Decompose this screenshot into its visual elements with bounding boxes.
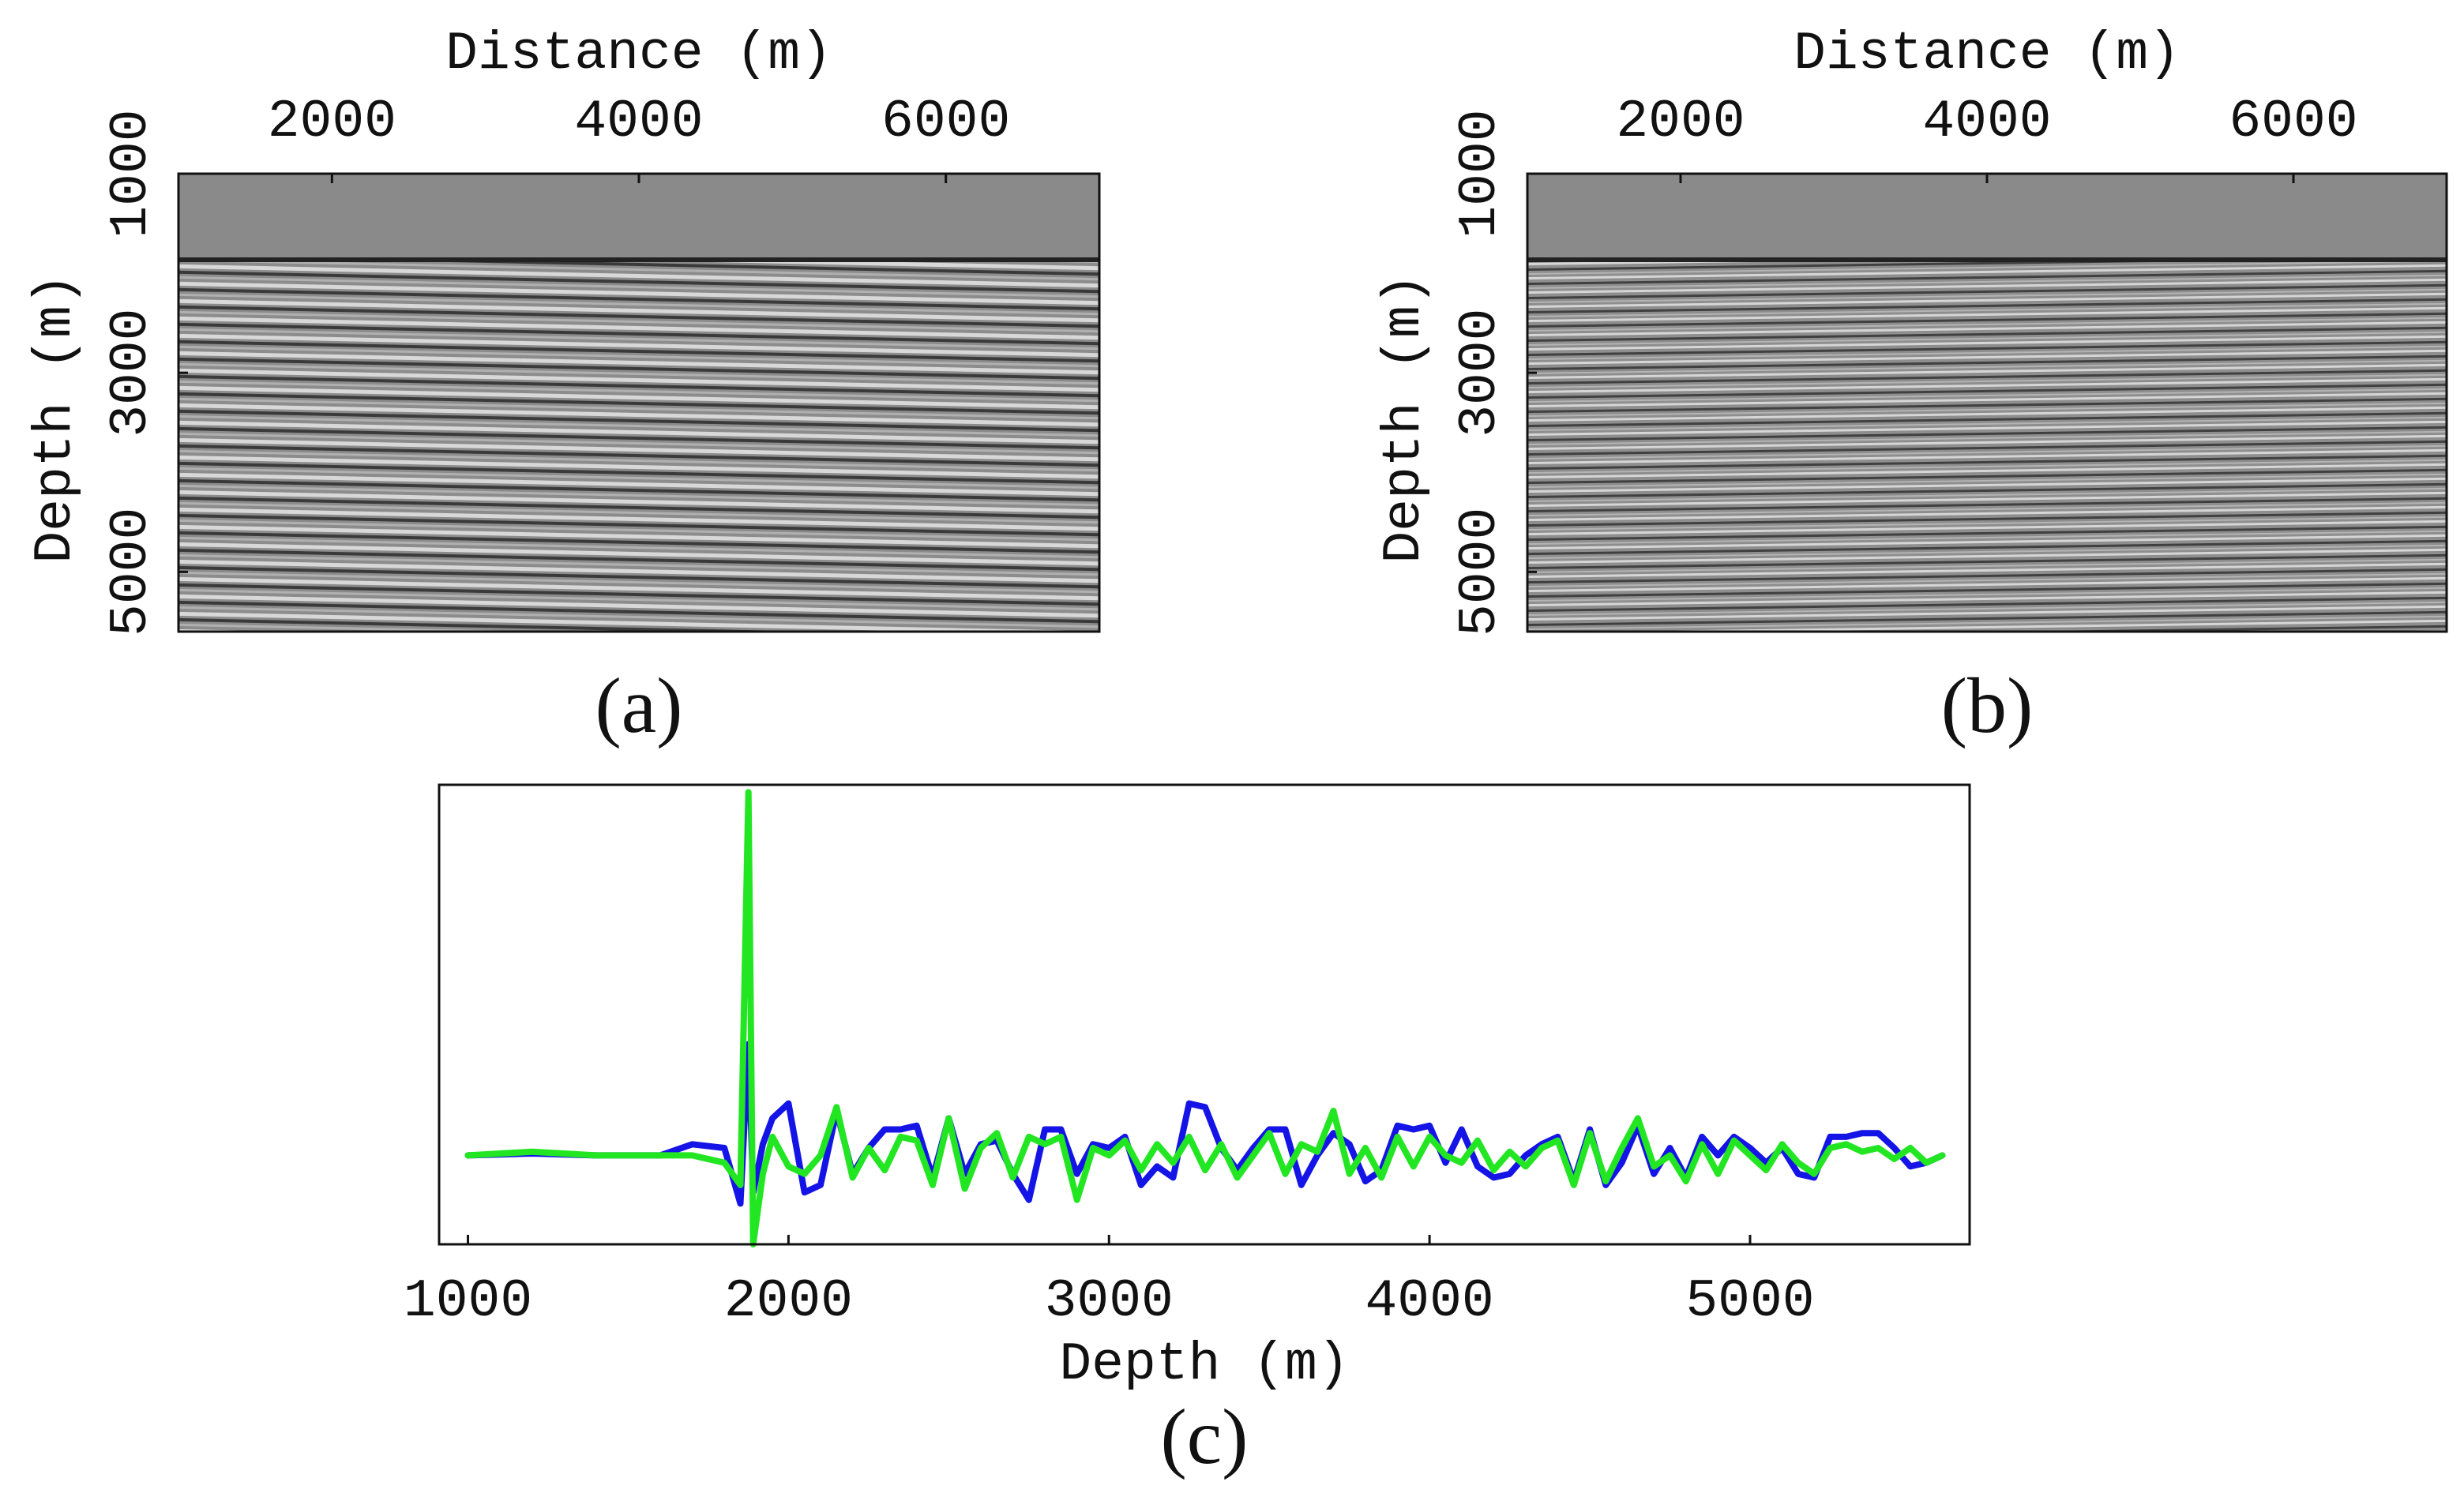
- seismic-image-a: [178, 174, 1099, 632]
- x-tick-label: 2000: [724, 1271, 853, 1332]
- x-tick-label: 5000: [1685, 1271, 1814, 1332]
- seismic-image-b: [1527, 174, 2447, 632]
- y-tick-label: 1000: [101, 109, 162, 238]
- panel-caption: (b): [1941, 662, 2034, 749]
- y-tick-label: 3000: [101, 309, 162, 437]
- x-axis-label: Distance (m): [1794, 24, 2180, 84]
- y-tick-label: 3000: [1450, 309, 1511, 437]
- x-tick-label: 1000: [404, 1271, 532, 1332]
- plot-frame: [438, 783, 1971, 1246]
- x-axis-label: Distance (m): [445, 24, 832, 84]
- data-line: [464, 1041, 1946, 1207]
- y-tick-label: 5000: [101, 508, 162, 636]
- y-tick-label: 5000: [1450, 508, 1511, 636]
- x-tick-label: 4000: [1922, 92, 2051, 152]
- panel-caption: (c): [1161, 1393, 1249, 1480]
- x-tick-label: 4000: [1365, 1271, 1494, 1332]
- x-tick-label: 4000: [574, 92, 703, 152]
- panel-caption: (a): [595, 662, 683, 749]
- x-axis-label: Depth (m): [1059, 1334, 1349, 1395]
- x-tick-label: 3000: [1045, 1271, 1174, 1332]
- x-tick-label: 2000: [268, 92, 396, 152]
- x-tick-label: 2000: [1616, 92, 1745, 152]
- y-axis-label: Depth (m): [1374, 273, 1435, 563]
- y-axis-label: Depth (m): [25, 273, 86, 563]
- x-tick-label: 6000: [881, 92, 1010, 152]
- data-line: [464, 789, 1946, 1247]
- x-tick-label: 6000: [2229, 92, 2357, 152]
- y-tick-label: 1000: [1450, 109, 1511, 238]
